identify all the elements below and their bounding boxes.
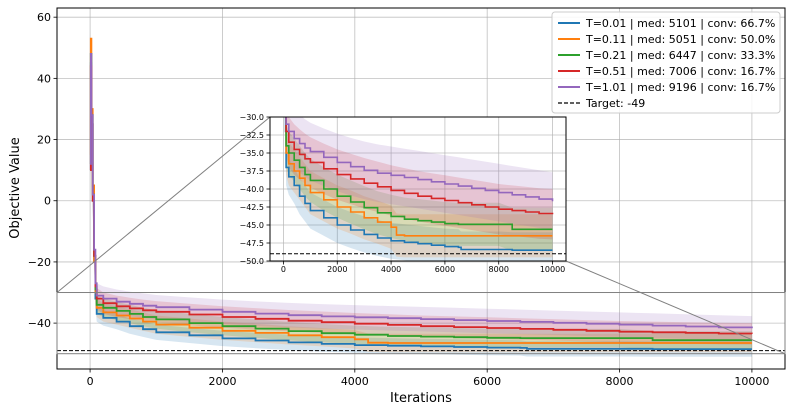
main-y-tick-label: −40 — [28, 317, 51, 330]
inset-line-t-1-01 — [285, 117, 554, 202]
inset-series-lines — [284, 117, 554, 251]
inset-band-t-1-01 — [285, 117, 553, 230]
inset-x-tick-label: 0 — [281, 265, 286, 274]
zoom-connector-right — [565, 260, 786, 355]
legend-box — [551, 11, 781, 114]
legend-label-t051: T=0.51 | med: 7006 | conv: 16.7% — [585, 65, 775, 78]
inset-x-tick-label: 4000 — [381, 265, 401, 274]
inset-confidence-bands — [285, 117, 553, 261]
main-y-tick-label: −20 — [28, 256, 51, 269]
main-x-tick-label: 10000 — [734, 375, 769, 388]
x-axis-label: Iterations — [390, 391, 452, 406]
legend-label-t101: T=1.01 | med: 9196 | conv: 16.7% — [585, 81, 775, 94]
inset-y-tick-label: −35.0 — [239, 149, 264, 158]
main-plot-frame — [56, 7, 786, 370]
inset-x-tick-label: 6000 — [435, 265, 455, 274]
inset-x-tick-label: 8000 — [489, 265, 509, 274]
zoom-connector-left — [56, 116, 271, 293]
main-x-tick-label: 6000 — [473, 375, 501, 388]
inset-y-tick-label: −30.0 — [239, 113, 264, 122]
inset-line-t-0-21 — [285, 117, 553, 231]
inset-line-t-0-51 — [285, 117, 554, 215]
y-axis-label: Objective Value — [8, 137, 23, 238]
inset-x-tick-label: 10000 — [540, 265, 565, 274]
inset-band-t-0-51 — [285, 117, 553, 240]
inset-y-tick-label: −37.5 — [239, 167, 264, 176]
main-series-lines — [89, 37, 753, 350]
main-band-t-0-51 — [90, 55, 752, 345]
zoom-indicator — [56, 116, 786, 355]
main-y-tick-label: 60 — [37, 11, 51, 24]
legend-label-target: Target: -49 — [585, 97, 645, 110]
main-x-tick-label: 8000 — [606, 375, 634, 388]
inset-y-tick-label: −42.5 — [239, 203, 264, 212]
zoom-region — [56, 292, 786, 355]
legend-label-t021: T=0.21 | med: 6447 | conv: 33.3% — [585, 49, 775, 62]
main-x-tick-label: 2000 — [208, 375, 236, 388]
main-axis-ticks: 0 2000 4000 6000 8000 10000 −40 −20 0 20 40 60 — [28, 11, 770, 388]
inset-x-tick-label: 2000 — [327, 265, 347, 274]
main-line-t-1-01 — [89, 53, 753, 329]
main-y-tick-label: 20 — [37, 134, 51, 147]
legend-label-t001: T=0.01 | med: 5101 | conv: 66.7% — [585, 17, 775, 30]
main-x-tick-label: 4000 — [341, 375, 369, 388]
inset-y-tick-label: −50.0 — [239, 257, 264, 266]
inset-axis-ticks: 0 2000 4000 6000 8000 10000 −50.0 −47.5 −45.0 −42… — [239, 113, 565, 274]
main-y-tick-label: 0 — [44, 195, 51, 208]
inset-band-t-0-21 — [285, 117, 553, 251]
inset-y-tick-label: −47.5 — [239, 239, 264, 248]
legend-label-t011: T=0.11 | med: 5051 | conv: 50.0% — [585, 33, 775, 46]
legend: T=0.01 | med: 5101 | conv: 66.7% T=0.11 … — [551, 11, 781, 114]
inset-y-tick-label: −45.0 — [239, 221, 264, 230]
main-x-tick-label: 0 — [87, 375, 94, 388]
inset-band-t-0-01 — [285, 117, 553, 261]
main-band-t-0-01 — [90, 55, 752, 357]
inset-line-t-0-11 — [284, 117, 553, 237]
inset-line-t-0-01 — [284, 117, 553, 251]
inset-y-tick-label: −32.5 — [239, 131, 264, 140]
inset-y-tick-label: −40.0 — [239, 185, 264, 194]
main-y-tick-label: 40 — [37, 72, 51, 85]
inset-band-t-0-11 — [285, 117, 553, 258]
